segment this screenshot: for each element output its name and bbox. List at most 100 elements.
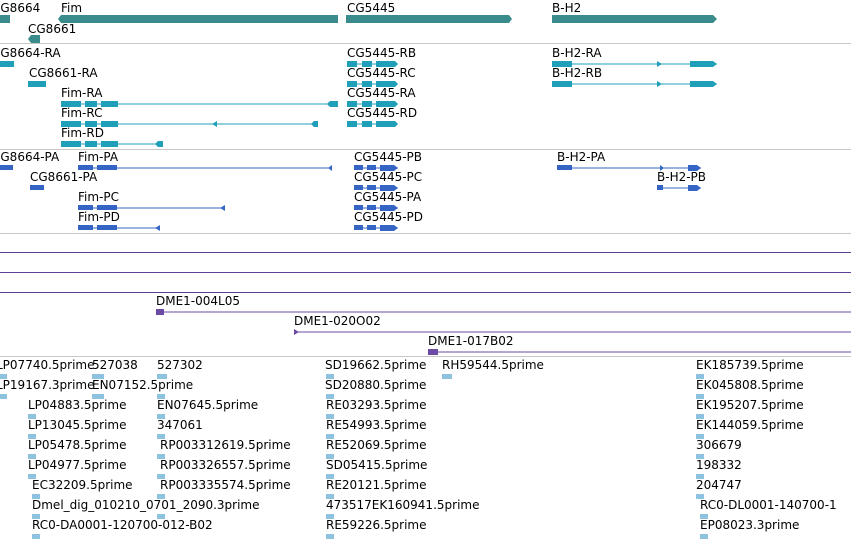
est-mark[interactable] [700, 514, 708, 519]
transcript-fim-ra[interactable] [61, 101, 338, 107]
transcript-fim-rd[interactable] [61, 141, 163, 147]
protein-cg8664-pa[interactable] [0, 165, 13, 170]
est-mark[interactable] [157, 474, 165, 479]
est-mark[interactable] [700, 534, 708, 539]
est-label[interactable]: 198332 [696, 458, 742, 472]
transcript-label[interactable]: CG5445-RA [347, 86, 416, 100]
est-mark[interactable] [28, 474, 36, 479]
clone-dme1-004l05[interactable] [156, 309, 851, 315]
gene-bar-fim[interactable] [58, 15, 338, 23]
est-mark[interactable] [326, 414, 334, 419]
est-mark[interactable] [696, 434, 704, 439]
gene-bar-cg8661[interactable] [28, 35, 40, 43]
transcript-label[interactable]: CG8664-RA [0, 46, 61, 60]
est-mark[interactable] [157, 374, 167, 379]
protein-label[interactable]: Fim-PC [78, 190, 119, 204]
transcript-b-h2-ra[interactable] [552, 61, 717, 67]
est-label[interactable]: RE03293.5prime [326, 398, 427, 412]
est-label[interactable]: RP003326557.5prime [160, 458, 291, 472]
protein-fim-pa[interactable] [78, 165, 332, 171]
est-label[interactable]: LP04977.5prime [28, 458, 127, 472]
protein-label[interactable]: CG8661-PA [30, 170, 98, 184]
est-label[interactable]: EP08023.3prime [700, 518, 800, 532]
protein-cg5445-pb[interactable] [354, 165, 398, 171]
protein-label[interactable]: CG8664-PA [0, 150, 60, 164]
transcript-fim-rc[interactable] [61, 121, 318, 127]
transcript-cg8661-ra[interactable] [28, 81, 46, 87]
transcript-label[interactable]: Fim-RA [61, 86, 103, 100]
est-label[interactable]: Dmel_dig_010210_0701_2090.3prime [32, 498, 260, 512]
gene-label[interactable]: B-H2 [552, 1, 582, 15]
est-label[interactable]: 527038 [92, 358, 138, 372]
est-mark[interactable] [157, 434, 165, 439]
est-label[interactable]: RP003312619.5prime [160, 438, 291, 452]
est-mark[interactable] [696, 374, 704, 379]
transcript-label[interactable]: B-H2-RA [552, 46, 602, 60]
est-label[interactable]: LP04883.5prime [28, 398, 127, 412]
gene-label[interactable]: CG5445 [347, 1, 396, 15]
protein-b-h2-pa[interactable] [557, 165, 701, 171]
est-mark[interactable] [696, 494, 704, 499]
est-mark[interactable] [0, 374, 7, 379]
gene-label[interactable]: CG8664 [0, 1, 41, 15]
est-label[interactable]: RE20121.5prime [326, 478, 427, 492]
est-label[interactable]: RC0-DL0001-140700-1 [700, 498, 837, 512]
est-label[interactable]: SD05415.5prime [326, 458, 428, 472]
est-label[interactable]: 306679 [696, 438, 742, 452]
est-mark[interactable] [32, 514, 40, 519]
est-label[interactable]: RE59226.5prime [326, 518, 427, 532]
gene-label[interactable]: Fim [61, 1, 83, 15]
transcript-label[interactable]: CG8661-RA [29, 66, 98, 80]
est-mark[interactable] [326, 374, 334, 379]
est-mark[interactable] [326, 394, 334, 399]
protein-label[interactable]: CG5445-PD [354, 210, 424, 224]
clone-label[interactable]: DME1-020O02 [294, 314, 381, 328]
est-label[interactable]: RP003335574.5prime [160, 478, 291, 492]
clone-label[interactable]: DME1-004L05 [156, 294, 240, 308]
est-label[interactable]: LP13045.5prime [28, 418, 127, 432]
est-mark[interactable] [326, 434, 334, 439]
est-label[interactable]: RE54993.5prime [326, 418, 427, 432]
protein-label[interactable]: CG5445-PB [354, 150, 423, 164]
protein-label[interactable]: Fim-PA [78, 150, 119, 164]
transcript-label[interactable]: CG5445-RC [347, 66, 416, 80]
est-label[interactable]: EN07152.5prime [92, 378, 194, 392]
est-mark[interactable] [32, 494, 40, 499]
est-mark[interactable] [28, 454, 36, 459]
transcript-b-h2-rb[interactable] [552, 81, 717, 87]
est-label[interactable]: RH59544.5prime [442, 358, 544, 372]
est-mark[interactable] [696, 414, 704, 419]
est-mark[interactable] [696, 454, 704, 459]
est-label[interactable]: RE52069.5prime [326, 438, 427, 452]
protein-b-h2-pb[interactable] [657, 185, 701, 191]
est-mark[interactable] [28, 414, 36, 419]
est-label[interactable]: LP05478.5prime [28, 438, 127, 452]
protein-fim-pc[interactable] [78, 205, 225, 211]
est-mark[interactable] [0, 394, 7, 399]
est-mark[interactable] [442, 374, 452, 379]
est-label[interactable]: RC0-DA0001-120700-012-B02 [32, 518, 213, 532]
est-mark[interactable] [28, 434, 36, 439]
clone-label[interactable]: DME1-017B02 [428, 334, 514, 348]
est-mark[interactable] [92, 394, 104, 399]
transcript-label[interactable]: Fim-RC [61, 106, 103, 120]
est-label[interactable]: 204747 [696, 478, 742, 492]
est-label[interactable]: SD20880.5prime [325, 378, 427, 392]
est-label[interactable]: EN07645.5prime [157, 398, 259, 412]
protein-label[interactable]: Fim-PD [78, 210, 120, 224]
transcript-cg5445-rd[interactable] [347, 121, 398, 127]
est-mark[interactable] [326, 474, 334, 479]
protein-label[interactable]: CG5445-PA [354, 190, 422, 204]
est-mark[interactable] [696, 474, 704, 479]
gene-bar-cg5445[interactable] [346, 15, 512, 23]
protein-label[interactable]: CG5445-PC [354, 170, 423, 184]
est-mark[interactable] [157, 394, 165, 399]
est-label[interactable]: EK185739.5prime [696, 358, 804, 372]
protein-fim-pd[interactable] [78, 225, 160, 231]
clone-dme1-020o02[interactable] [294, 329, 851, 335]
est-mark[interactable] [32, 534, 40, 539]
est-mark[interactable] [157, 454, 165, 459]
est-label[interactable]: 527302 [157, 358, 203, 372]
protein-cg8661-pa[interactable] [30, 185, 44, 190]
clone-dme1-017b02[interactable] [428, 349, 851, 355]
